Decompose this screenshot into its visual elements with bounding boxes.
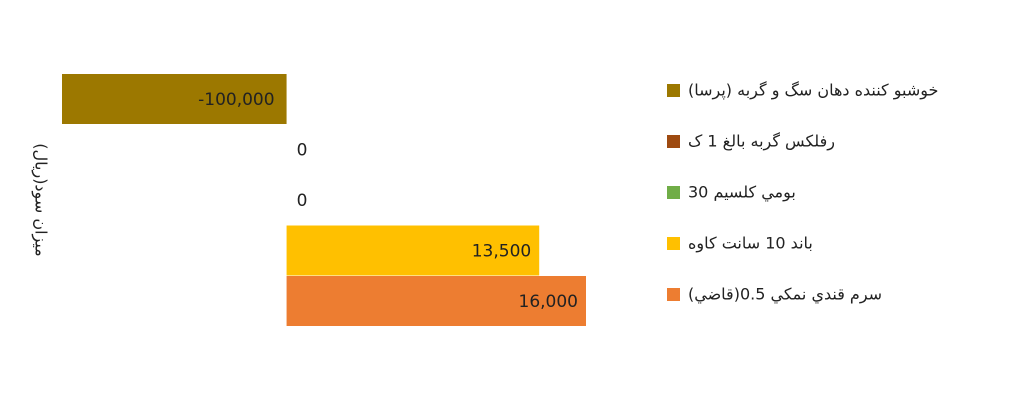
bar [286, 225, 540, 276]
legend-swatch [667, 135, 680, 148]
value-label: 0 [297, 191, 308, 211]
legend-swatch [667, 84, 680, 97]
legend-label: سرم قندي نمكي 0.5(قاضي) [688, 285, 882, 305]
value-label: 0 [297, 141, 308, 161]
legend-swatch [667, 237, 680, 250]
legend-label: رفلكس گربه بالغ 1 ک [688, 132, 835, 152]
legend-label: خوشبو كننده دهان سگ و گربه (پرسا) [688, 81, 938, 101]
value-label: 16,000 [519, 292, 578, 312]
plot-area [62, 74, 586, 326]
legend-label: بومي كلسيم 30 [688, 183, 796, 203]
legend-label: باند 10 سانت كاوه [688, 234, 813, 254]
legend-swatch [667, 288, 680, 301]
bar [286, 276, 586, 326]
value-label: 13,500 [472, 242, 531, 262]
legend-swatch [667, 186, 680, 199]
value-label: -100,000 [198, 90, 274, 110]
y-axis-label: میزان سود(ریال) [31, 143, 51, 256]
bar [62, 74, 287, 124]
